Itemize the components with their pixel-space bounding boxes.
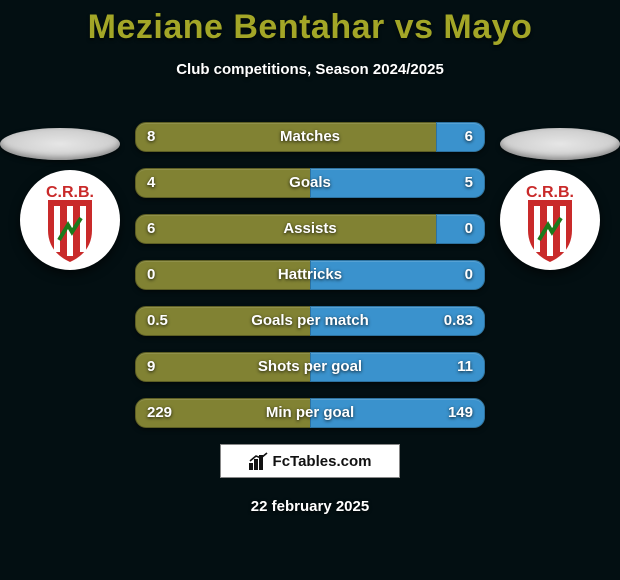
brand-text: FcTables.com: [273, 453, 372, 470]
bar-row: 0.50.83Goals per match: [135, 306, 485, 336]
bar-label: Min per goal: [135, 398, 485, 428]
page-title: Meziane Bentahar vs Mayo: [0, 0, 620, 47]
bar-row: 60Assists: [135, 214, 485, 244]
bar-label: Hattricks: [135, 260, 485, 290]
club-badge-left-text: C.R.B.: [46, 184, 94, 201]
bar-row: 911Shots per goal: [135, 352, 485, 382]
bar-label: Shots per goal: [135, 352, 485, 382]
bar-label: Goals: [135, 168, 485, 198]
club-badge-left: C.R.B.: [20, 170, 120, 270]
club-badge-right: C.R.B.: [500, 170, 600, 270]
player-platform-right: [500, 128, 620, 160]
bar-label: Matches: [135, 122, 485, 152]
bar-label: Assists: [135, 214, 485, 244]
chart-icon: [249, 452, 269, 470]
brand-box: FcTables.com: [220, 444, 400, 478]
player-platform-left: [0, 128, 120, 160]
bar-row: 229149Min per goal: [135, 398, 485, 428]
page-subtitle: Club competitions, Season 2024/2025: [0, 61, 620, 78]
comparison-bars: 86Matches 45Goals 60Assists 00Hattricks 0.50…: [135, 122, 485, 444]
bar-row: 45Goals: [135, 168, 485, 198]
bar-label: Goals per match: [135, 306, 485, 336]
bar-row: 86Matches: [135, 122, 485, 152]
date-text: 22 february 2025: [0, 498, 620, 515]
club-badge-right-text: C.R.B.: [526, 184, 574, 201]
bar-row: 00Hattricks: [135, 260, 485, 290]
